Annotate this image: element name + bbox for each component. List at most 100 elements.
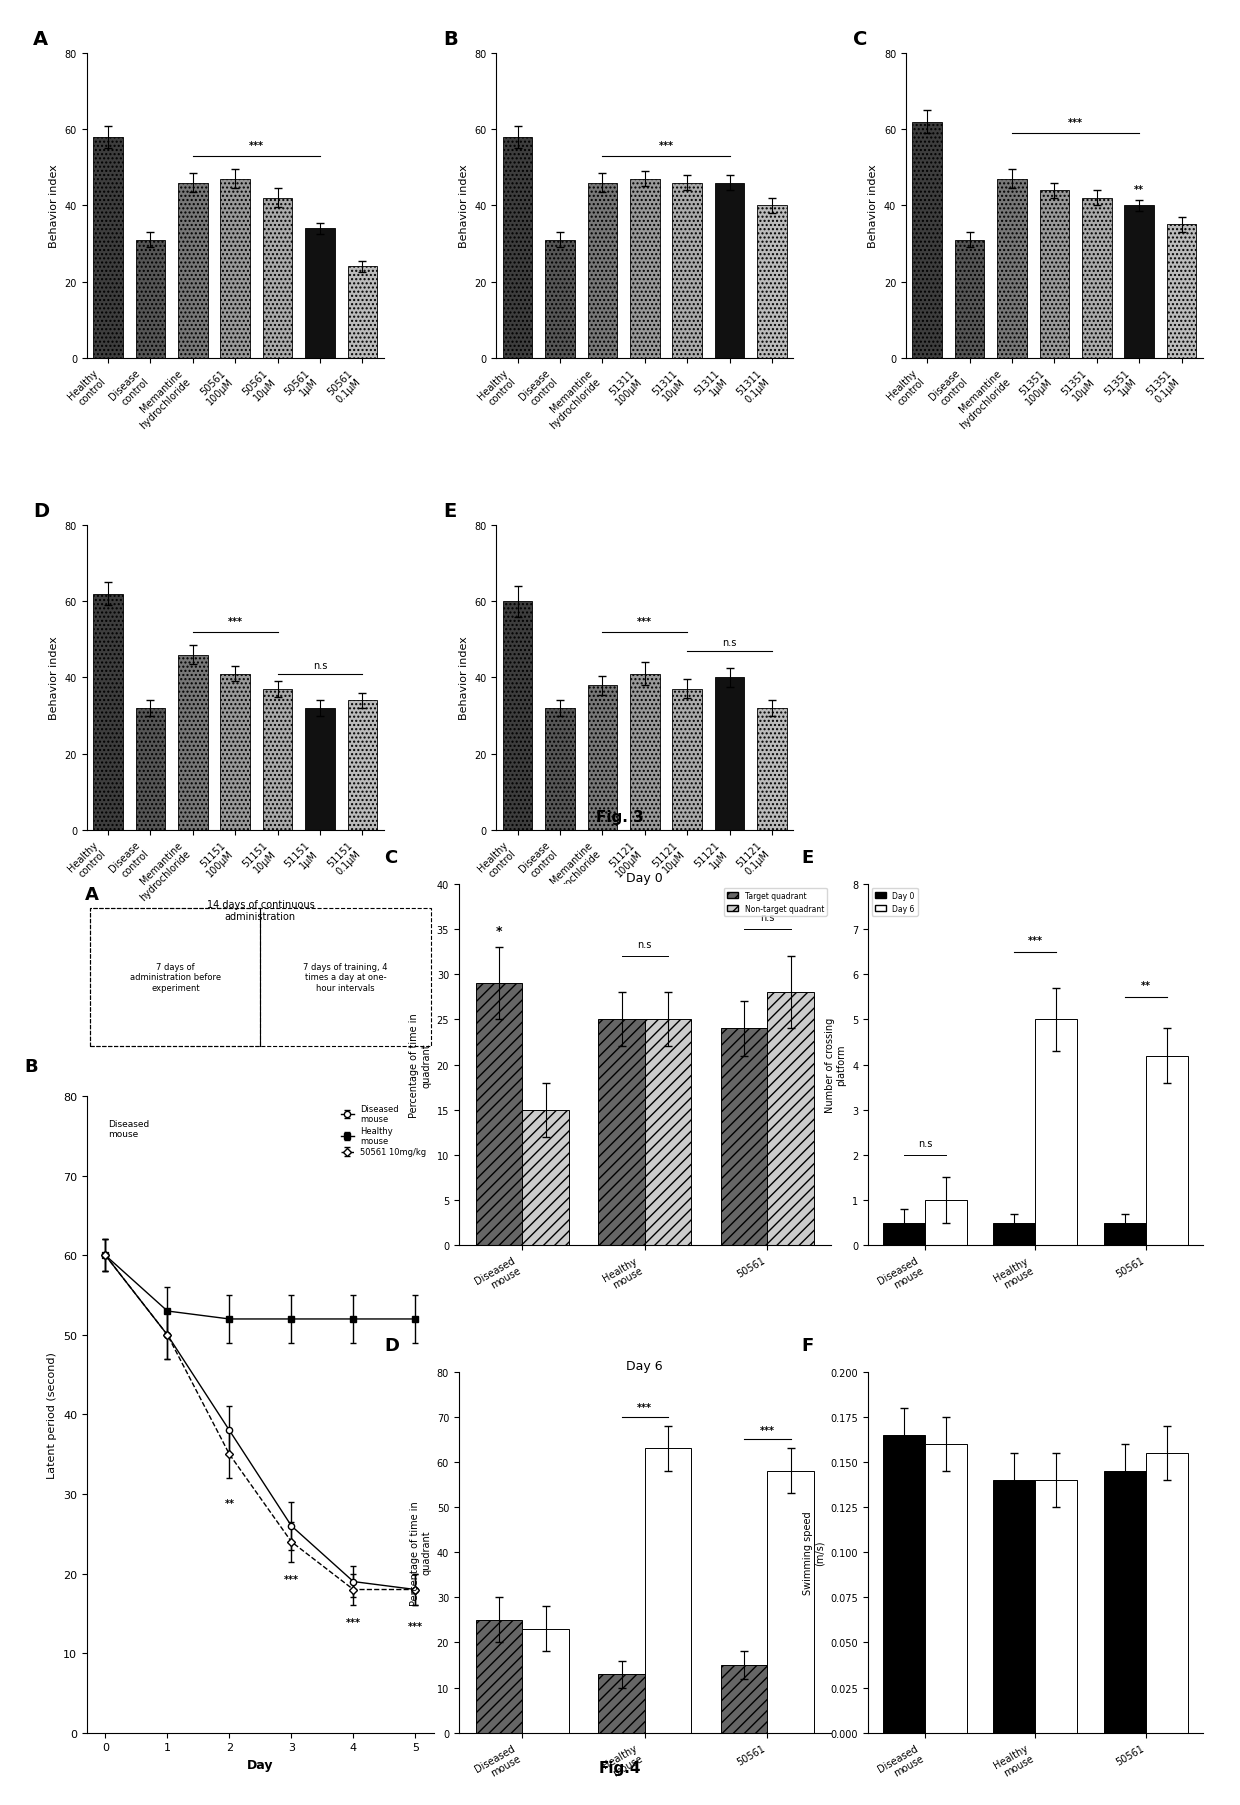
Text: B: B <box>25 1058 38 1076</box>
Text: 14 days of continuous
administration: 14 days of continuous administration <box>207 899 314 921</box>
Bar <box>925 1200 967 1245</box>
Text: ***: *** <box>637 1402 652 1412</box>
Title: Day 0: Day 0 <box>626 872 663 884</box>
Bar <box>645 1448 692 1733</box>
Text: ***: *** <box>228 617 243 626</box>
Bar <box>179 655 207 830</box>
Bar <box>347 700 377 830</box>
Bar <box>997 180 1027 359</box>
Bar <box>598 1675 645 1733</box>
Bar <box>883 1435 925 1733</box>
Text: n.s: n.s <box>760 913 775 922</box>
Y-axis label: Percentage of time in
quadrant: Percentage of time in quadrant <box>409 1013 432 1117</box>
Text: ***: *** <box>637 617 652 626</box>
Bar <box>135 240 165 359</box>
Bar <box>221 675 250 830</box>
Bar <box>883 1224 925 1245</box>
Text: C: C <box>853 31 867 49</box>
Legend: Diseased
mouse, Healthy
mouse, 50561 10mg/kg: Diseased mouse, Healthy mouse, 50561 10m… <box>337 1101 430 1161</box>
Text: ***: *** <box>1068 119 1083 128</box>
Text: ***: *** <box>1028 935 1043 946</box>
Text: E: E <box>443 502 456 520</box>
Text: D: D <box>33 502 50 520</box>
Y-axis label: Behavior index: Behavior index <box>459 164 469 249</box>
Bar <box>1083 199 1111 359</box>
Text: n.s: n.s <box>723 637 737 648</box>
Bar <box>630 675 660 830</box>
Text: n.s: n.s <box>312 661 327 670</box>
Text: **: ** <box>224 1498 234 1509</box>
Bar <box>645 1020 692 1245</box>
Text: D: D <box>384 1336 399 1354</box>
Text: C: C <box>384 848 398 866</box>
Bar <box>1146 1056 1188 1245</box>
Text: A: A <box>33 31 48 49</box>
Bar <box>768 1471 813 1733</box>
Bar <box>714 679 744 830</box>
Bar <box>758 206 787 359</box>
Bar <box>135 709 165 830</box>
Bar <box>993 1480 1035 1733</box>
Text: Fig.4: Fig.4 <box>599 1760 641 1776</box>
Bar <box>305 229 335 359</box>
Bar <box>672 184 702 359</box>
Bar <box>221 180 250 359</box>
Bar <box>546 240 575 359</box>
Text: F: F <box>801 1336 813 1354</box>
Text: **: ** <box>1135 184 1145 195</box>
Bar <box>93 137 123 359</box>
Text: E: E <box>801 848 813 866</box>
Bar <box>758 709 787 830</box>
Bar <box>630 180 660 359</box>
Bar <box>476 1621 522 1733</box>
Text: *: * <box>496 924 502 937</box>
Text: **: ** <box>1141 980 1151 991</box>
Y-axis label: Swimming speed
(m/s): Swimming speed (m/s) <box>804 1511 825 1594</box>
Bar <box>522 1628 569 1733</box>
Bar <box>1125 206 1154 359</box>
Bar <box>522 1110 569 1245</box>
Y-axis label: Behavior index: Behavior index <box>50 164 60 249</box>
Bar <box>91 908 260 1045</box>
Text: 7 days of training, 4
times a day at one-
hour intervals: 7 days of training, 4 times a day at one… <box>304 962 388 993</box>
Bar <box>1035 1020 1078 1245</box>
Bar <box>1104 1224 1146 1245</box>
Text: ***: *** <box>346 1617 361 1628</box>
Bar <box>476 984 522 1245</box>
Bar <box>1146 1453 1188 1733</box>
Bar <box>588 686 618 830</box>
Y-axis label: Latent period (second): Latent period (second) <box>47 1352 57 1478</box>
Text: n.s: n.s <box>637 940 652 949</box>
Bar <box>720 1029 768 1245</box>
Y-axis label: Percentage of time in
quadrant: Percentage of time in quadrant <box>409 1500 432 1605</box>
Text: B: B <box>443 31 458 49</box>
Text: 7 days of
administration before
experiment: 7 days of administration before experime… <box>130 962 221 993</box>
Bar <box>1035 1480 1078 1733</box>
Bar <box>913 123 942 359</box>
Bar <box>588 184 618 359</box>
Bar <box>305 709 335 830</box>
Bar <box>546 709 575 830</box>
Text: ***: *** <box>249 141 264 152</box>
Bar <box>263 690 293 830</box>
Bar <box>263 199 293 359</box>
Bar <box>502 603 532 830</box>
Y-axis label: Number of crossing
platform: Number of crossing platform <box>825 1018 847 1112</box>
Text: ***: *** <box>284 1574 299 1583</box>
Bar <box>720 1664 768 1733</box>
Bar <box>955 240 985 359</box>
Text: ***: *** <box>408 1621 423 1632</box>
Y-axis label: Behavior index: Behavior index <box>459 635 469 720</box>
Text: n.s: n.s <box>918 1139 932 1148</box>
Bar <box>925 1444 967 1733</box>
Legend: Target quadrant, Non-target quadrant: Target quadrant, Non-target quadrant <box>724 888 827 917</box>
Text: ***: *** <box>760 1424 775 1435</box>
Bar <box>768 993 813 1245</box>
Text: ***: *** <box>658 141 673 152</box>
Bar <box>1167 226 1197 359</box>
Bar <box>714 184 744 359</box>
Bar <box>1104 1471 1146 1733</box>
Text: Fig. 3: Fig. 3 <box>596 809 644 825</box>
Bar <box>1039 191 1069 359</box>
Bar <box>502 137 532 359</box>
